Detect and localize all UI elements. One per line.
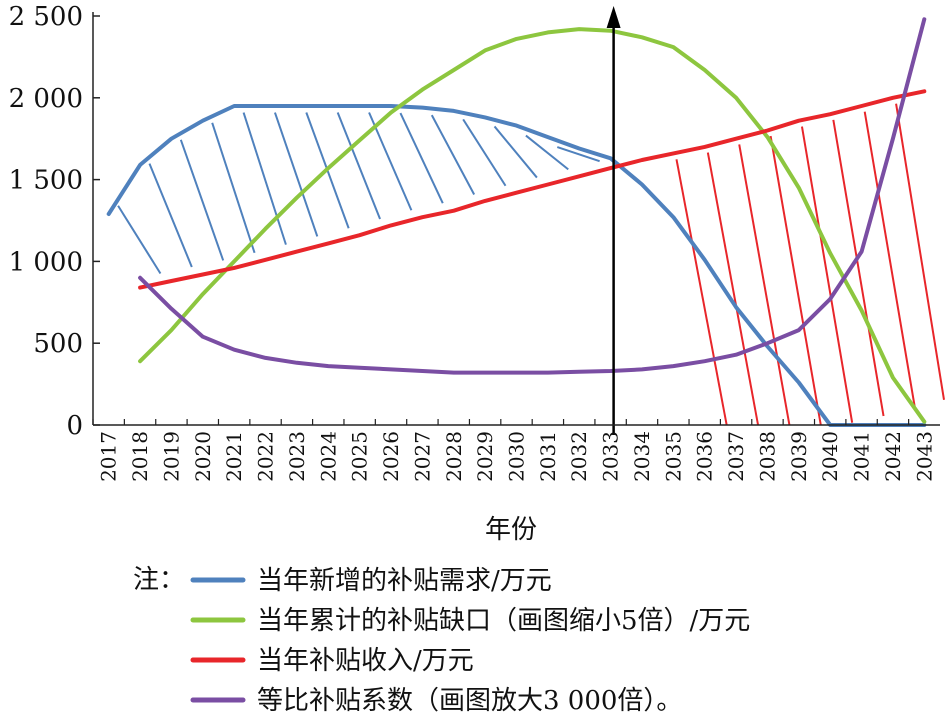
x-tick-label: 2036 — [693, 431, 717, 482]
y-tick-label: 1 500 — [9, 166, 83, 196]
red-hatch-line — [738, 144, 791, 426]
red-hatch-line — [832, 119, 885, 417]
blue-hatch-line — [242, 112, 287, 245]
x-tick-label: 2026 — [379, 431, 403, 482]
x-tick-label: 2027 — [410, 431, 434, 482]
y-tick-label: 0 — [66, 411, 83, 441]
blue-hatch-line — [430, 114, 476, 195]
red-hatch-line — [800, 126, 854, 423]
x-tick-label: 2032 — [567, 431, 591, 482]
x-tick-label: 2043 — [912, 431, 936, 482]
x-tick-label: 2023 — [285, 431, 309, 482]
axis-layer: 0 500 1 000 1 500 2 000 2 500 2017 2018 2019 2020… — [9, 2, 940, 545]
blue-hatch-line — [462, 118, 507, 187]
x-tick-label: 2040 — [818, 431, 842, 482]
x-tick-label: 2041 — [850, 431, 874, 482]
legend-label-3: 当年补贴收入/万元 — [257, 646, 474, 676]
x-tick-label: 2033 — [599, 431, 623, 482]
x-tick-label: 2037 — [724, 431, 748, 482]
blue-hatch-line — [148, 163, 193, 268]
blue-hatch-line — [556, 146, 600, 163]
x-axis-title: 年份 — [485, 515, 537, 545]
x-tick-label: 2042 — [881, 431, 905, 482]
red-hatch-line — [863, 111, 916, 408]
x-tick-label: 2034 — [630, 431, 654, 482]
blue-hatch-line — [493, 125, 538, 179]
blue-hatch-line — [525, 134, 569, 171]
red-hatch-line — [895, 103, 945, 400]
x-tick-label: 2020 — [191, 431, 215, 482]
x-tick-label: 2039 — [787, 431, 811, 482]
blue-hatch-line — [117, 205, 162, 275]
series-line-1 — [106, 104, 927, 427]
hatch-layer — [117, 103, 945, 426]
line-layer — [106, 6, 927, 435]
x-tick-label: 2018 — [128, 431, 152, 482]
red-hatch-line — [769, 135, 822, 426]
series-line-2 — [138, 27, 927, 424]
x-tick-label: 2028 — [442, 431, 466, 482]
blue-hatch-line — [274, 112, 319, 237]
x-tick-label: 2029 — [473, 431, 497, 482]
x-tick-label: 2017 — [97, 431, 121, 482]
legend-label-4: 等比补贴系数（画图放大3 000倍）。 — [257, 686, 682, 716]
y-tick-label: 2 000 — [9, 84, 83, 114]
blue-hatch-line — [179, 139, 225, 261]
y-tick-label: 1 000 — [9, 247, 83, 277]
x-tick-label: 2030 — [505, 431, 529, 482]
blue-hatch-line — [368, 112, 413, 211]
x-tick-label: 2038 — [755, 431, 779, 482]
legend-label-1: 当年新增的补贴需求/万元 — [257, 566, 552, 596]
legend-label-2: 当年累计的补贴缺口（画图缩小5倍）/万元 — [257, 606, 750, 636]
vertical-arrow-head — [606, 6, 621, 28]
series-line-3 — [138, 89, 927, 290]
legend-layer: 注： 当年新增的补贴需求/万元当年累计的补贴缺口（画图缩小5倍）/万元当年补贴收入… — [133, 565, 750, 716]
x-tick-label: 2025 — [348, 431, 372, 482]
series-line-4 — [138, 17, 927, 375]
y-tick-label: 2 500 — [9, 2, 83, 32]
y-tick-label: 500 — [33, 329, 83, 359]
red-hatch-line — [706, 152, 760, 426]
x-tick-label: 2035 — [661, 431, 685, 482]
x-tick-label: 2019 — [159, 431, 183, 482]
x-tick-label: 2031 — [536, 431, 560, 482]
blue-hatch-line — [399, 112, 444, 204]
red-hatch-line — [675, 159, 728, 426]
blue-hatch-line — [336, 112, 381, 220]
blue-hatch-line — [211, 122, 256, 254]
x-tick-label: 2024 — [316, 431, 340, 482]
x-tick-label: 2021 — [222, 431, 246, 482]
x-tick-label: 2022 — [254, 431, 278, 482]
legend-title: 注： — [133, 565, 185, 595]
